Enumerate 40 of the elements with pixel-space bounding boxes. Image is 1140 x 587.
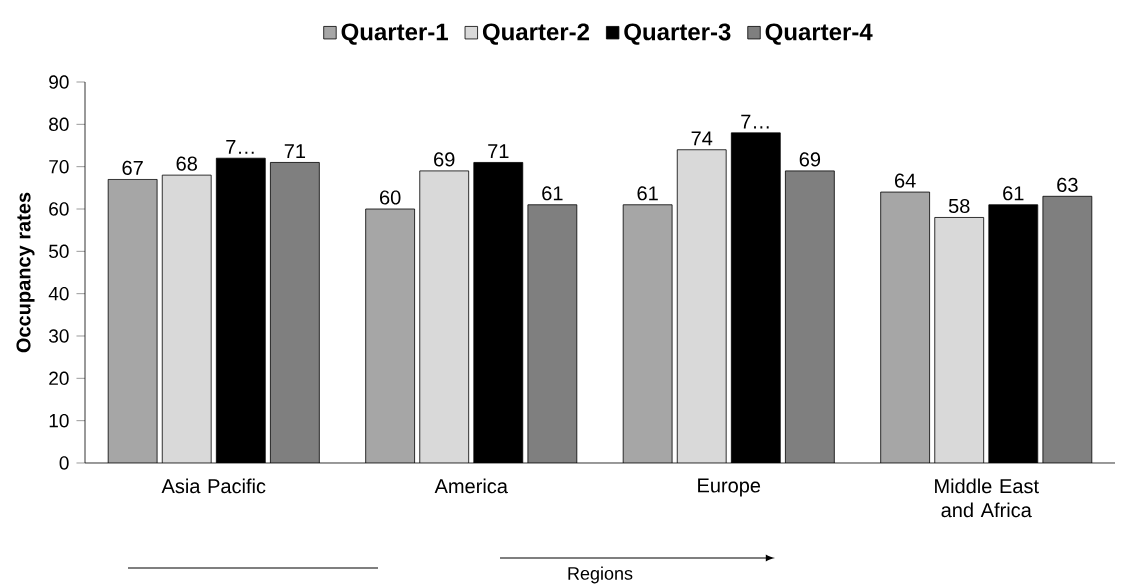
data-label: 63 bbox=[1057, 177, 1078, 192]
y-tick-label: 80 bbox=[49, 117, 69, 132]
legend-label: Quarter-1 bbox=[341, 23, 448, 45]
bar bbox=[1042, 195, 1093, 463]
bar bbox=[527, 204, 577, 463]
x-axis-title: Regions bbox=[568, 566, 633, 584]
y-tick-label: 70 bbox=[49, 159, 69, 174]
data-label: 74 bbox=[691, 131, 713, 146]
data-label: 7… bbox=[226, 140, 254, 154]
y-tick-label: 20 bbox=[49, 371, 69, 386]
data-label: 58 bbox=[948, 198, 970, 214]
x-tick-label: Asia Pacific bbox=[161, 478, 266, 494]
x-tick-label: Europe bbox=[698, 478, 761, 497]
data-label: 71 bbox=[488, 144, 509, 159]
y-tick-label: 50 bbox=[49, 244, 69, 259]
x-tick-label: America bbox=[434, 478, 508, 494]
data-label: 67 bbox=[122, 160, 143, 175]
bar bbox=[785, 170, 835, 463]
data-label: 71 bbox=[284, 144, 306, 159]
y-tick-label: 10 bbox=[49, 413, 69, 428]
y-tick-label: 90 bbox=[49, 75, 69, 89]
data-label: 61 bbox=[637, 186, 658, 201]
data-label: 61 bbox=[542, 186, 563, 201]
y-tick-label: 60 bbox=[49, 202, 69, 216]
y-axis-title: Occupancy rates bbox=[16, 192, 35, 353]
data-label: 69 bbox=[434, 152, 455, 167]
bar bbox=[270, 162, 320, 463]
legend-label: Quarter-2 bbox=[482, 23, 590, 45]
data-label: 7… bbox=[741, 114, 769, 129]
legend-label: Quarter-4 bbox=[765, 23, 873, 45]
y-tick-label: 0 bbox=[59, 456, 69, 470]
data-label: 64 bbox=[895, 173, 916, 188]
data-label: 60 bbox=[380, 190, 401, 205]
x-tick-label: Middle East and Africa bbox=[935, 478, 1039, 518]
legend-label: Quarter-3 bbox=[624, 23, 731, 45]
data-label: 69 bbox=[799, 152, 821, 167]
y-tick-label: 40 bbox=[48, 286, 69, 301]
y-tick-label: 30 bbox=[48, 329, 69, 343]
data-label: 68 bbox=[176, 156, 197, 171]
data-label: 61 bbox=[1003, 186, 1024, 201]
